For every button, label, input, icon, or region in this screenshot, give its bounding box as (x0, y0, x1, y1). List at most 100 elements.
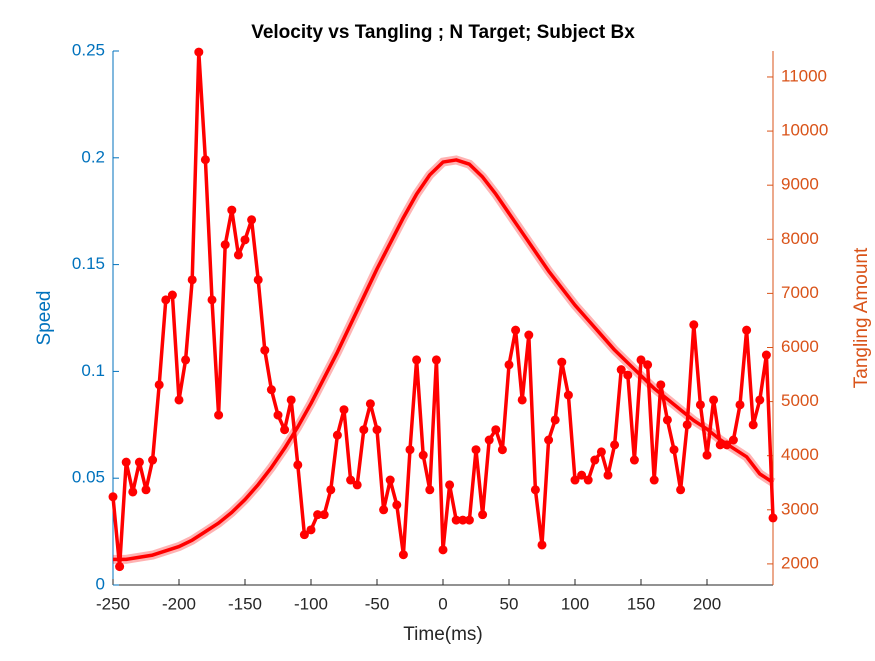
point (669, 445, 679, 455)
y2-tick-label: 9000 (781, 175, 819, 194)
point (544, 435, 554, 445)
point (524, 330, 534, 340)
point (755, 395, 765, 405)
y2-tick-label: 8000 (781, 229, 819, 248)
y-axis-label: Speed (34, 291, 55, 346)
point (511, 325, 521, 335)
point (497, 445, 507, 455)
point (629, 455, 639, 465)
point (332, 430, 342, 440)
point (530, 485, 540, 495)
point (167, 290, 177, 300)
point (603, 470, 613, 480)
point (418, 450, 428, 460)
point (227, 205, 237, 215)
point (233, 250, 243, 260)
y2-axis-label: Tangling Amount (851, 247, 872, 388)
point (577, 470, 587, 480)
x-tick-label: -100 (294, 594, 328, 613)
point (385, 475, 395, 485)
point (590, 455, 600, 465)
point (372, 425, 382, 435)
point (537, 540, 547, 550)
x-tick-label: 50 (500, 594, 519, 613)
point (286, 395, 296, 405)
point (141, 485, 151, 495)
point (742, 325, 752, 335)
y-tick-label: 0.25 (72, 40, 105, 59)
point (689, 320, 699, 330)
point (458, 515, 468, 525)
point (563, 390, 573, 400)
point (194, 47, 204, 57)
y2-tick-label: 6000 (781, 337, 819, 356)
y2-tick-label: 4000 (781, 445, 819, 464)
point (405, 445, 415, 455)
y2-tick-label: 11000 (781, 66, 827, 85)
point (108, 492, 118, 502)
point (676, 485, 686, 495)
point (491, 425, 501, 435)
y2-tick-label: 7000 (781, 283, 819, 302)
x-tick-label: -200 (162, 594, 196, 613)
point (181, 355, 191, 365)
point (200, 155, 210, 165)
y2-tick-label: 5000 (781, 391, 819, 410)
point (220, 240, 230, 250)
point (306, 525, 316, 535)
x-tick-label: 0 (438, 594, 447, 613)
point (682, 420, 692, 430)
point (253, 275, 263, 285)
point (735, 400, 745, 410)
point (187, 275, 197, 285)
point (636, 355, 646, 365)
x-tick-label: 150 (627, 594, 655, 613)
point (445, 480, 455, 490)
point (504, 360, 514, 370)
point (623, 370, 633, 380)
point (616, 365, 626, 375)
y-tick-label: 0 (96, 574, 105, 593)
x-axis-label: Time(ms) (403, 624, 483, 645)
point (438, 545, 448, 555)
point (121, 457, 131, 467)
point (154, 380, 164, 390)
point (128, 487, 138, 497)
point (379, 505, 389, 515)
point (352, 480, 362, 490)
point (761, 350, 771, 360)
point (247, 215, 257, 225)
point (214, 410, 224, 420)
point (464, 515, 474, 525)
point (425, 485, 435, 495)
y-tick-label: 0.1 (81, 361, 105, 380)
point (728, 435, 738, 445)
point (293, 460, 303, 470)
point (412, 355, 422, 365)
point (643, 360, 653, 370)
point (570, 475, 580, 485)
x-tick-label: -250 (96, 594, 130, 613)
point (148, 455, 158, 465)
point (517, 395, 527, 405)
point (280, 425, 290, 435)
point (656, 380, 666, 390)
point (649, 475, 659, 485)
point (550, 415, 560, 425)
x-tick-label: -150 (228, 594, 262, 613)
point (273, 410, 283, 420)
x-tick-label: 200 (693, 594, 721, 613)
y-tick-label: 0.15 (72, 254, 105, 273)
point (392, 500, 402, 510)
point (326, 485, 336, 495)
point (339, 405, 349, 415)
point (748, 420, 758, 430)
y-tick-label: 0.2 (81, 147, 105, 166)
point (484, 435, 494, 445)
point (596, 447, 606, 457)
point (260, 345, 270, 355)
point (557, 357, 567, 367)
point (431, 355, 441, 365)
point (313, 510, 323, 520)
